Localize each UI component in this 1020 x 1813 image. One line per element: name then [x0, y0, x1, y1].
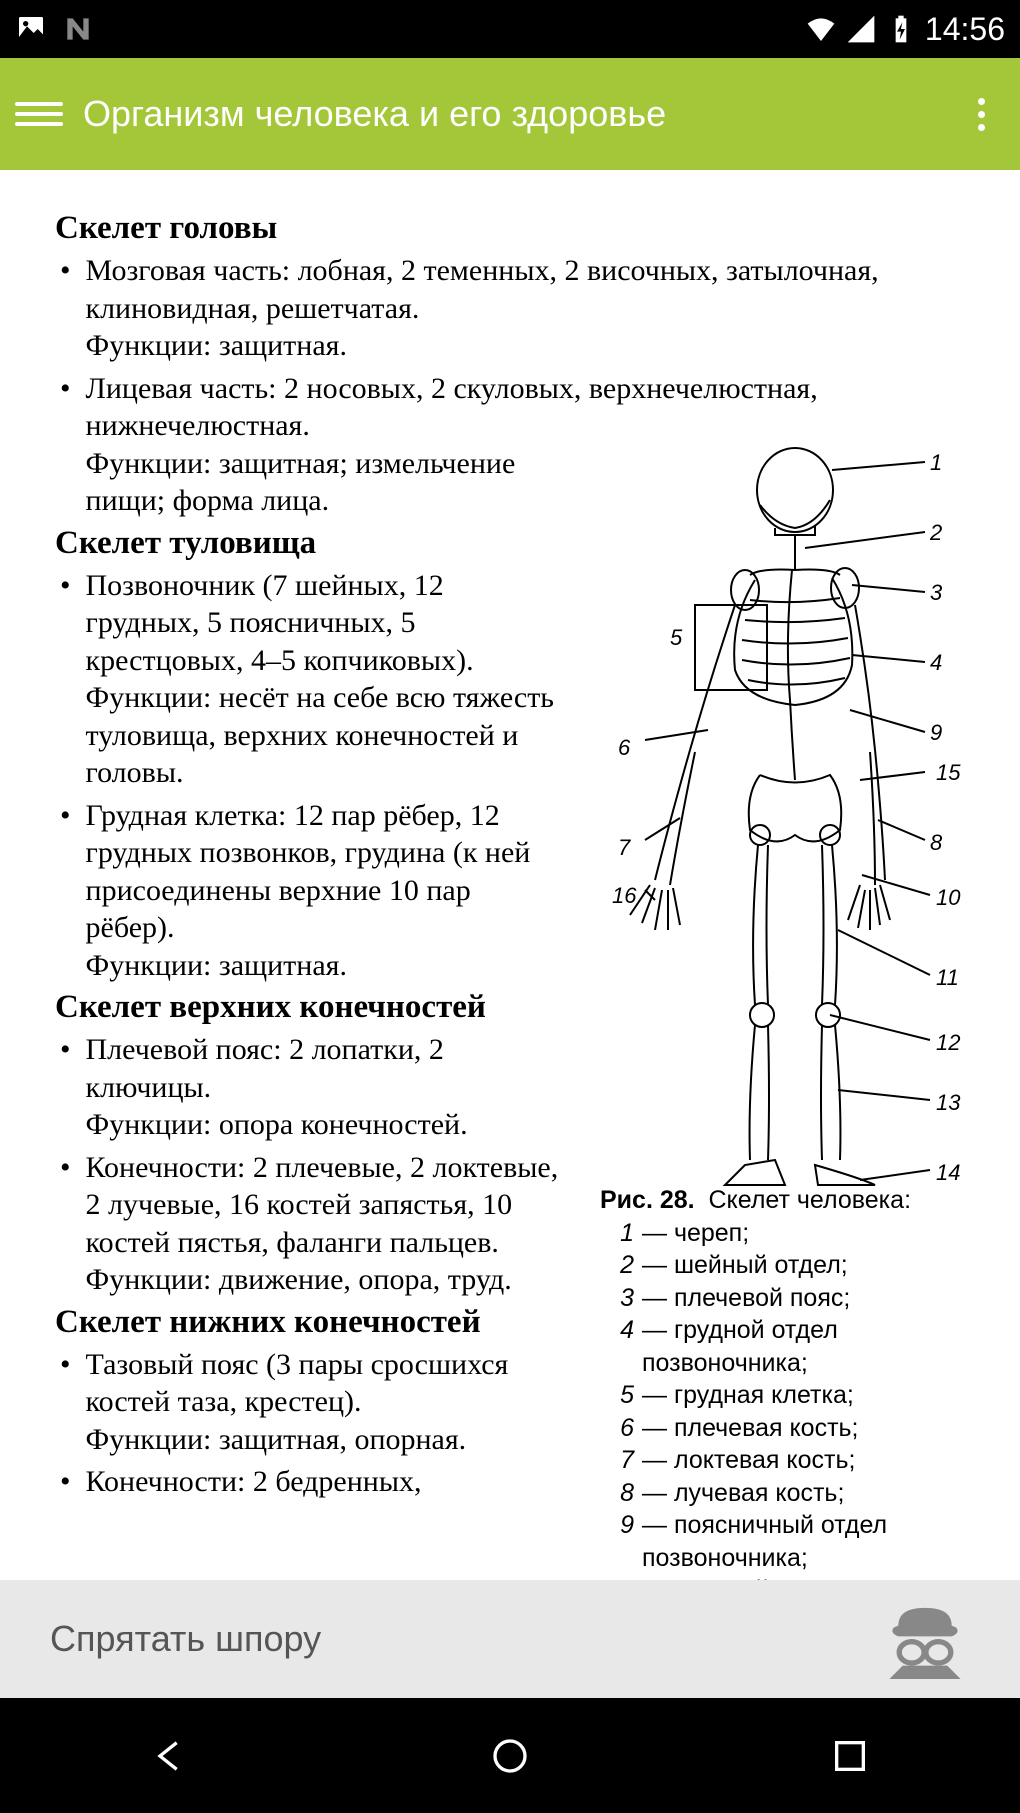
diagram-label-number: 3 [930, 580, 942, 606]
diagram-label-number: 10 [936, 885, 960, 911]
app-bar: Организм человека и его здоровье [0, 58, 1020, 170]
status-right-icons: 14:56 [805, 11, 1005, 48]
caption-line: 6— плечевая кость; [600, 1412, 970, 1445]
n-icon [62, 13, 94, 45]
diagram-label-number: 2 [930, 520, 942, 546]
diagram-label-number: 4 [930, 650, 942, 676]
app-title: Организм человека и его здоровье [83, 93, 957, 135]
back-button[interactable] [140, 1726, 200, 1786]
diagram-label-number: 12 [936, 1030, 960, 1056]
diagram-label-number: 9 [930, 720, 942, 746]
caption-line: 9— поясничный отдел позвоночника; [600, 1509, 970, 1574]
cell-signal-icon [845, 13, 877, 45]
photo-icon [15, 13, 47, 45]
skeleton-svg [600, 440, 970, 1220]
wifi-icon [805, 13, 837, 45]
menu-button[interactable] [15, 90, 63, 138]
home-button[interactable] [480, 1726, 540, 1786]
caption-line: 1— череп; [600, 1217, 970, 1250]
caption-line: 4— грудной отдел позвоночника; [600, 1314, 970, 1379]
caption-line: 5— грудная клетка; [600, 1379, 970, 1412]
status-bar: 14:56 [0, 0, 1020, 58]
recents-button[interactable] [820, 1726, 880, 1786]
status-left-icons [15, 13, 94, 45]
figure-caption: Рис. 28. Скелет человека: 1— череп;2— ше… [600, 1184, 970, 1580]
diagram-label-number: 6 [618, 735, 630, 761]
caption-line: 2— шейный отдел; [600, 1249, 970, 1282]
diagram-label-number: 14 [936, 1160, 960, 1186]
caption-line: 8— лучевая кость; [600, 1477, 970, 1510]
diagram-label-number: 5 [670, 625, 682, 651]
spy-icon [880, 1599, 970, 1679]
diagram-label-number: 13 [936, 1090, 960, 1116]
bullet-item: •Мозговая часть: лобная, 2 теменных, 2 в… [55, 252, 970, 365]
section-title: Скелет головы [55, 210, 970, 247]
diagram-label-number: 1 [930, 450, 942, 476]
status-time: 14:56 [925, 11, 1005, 48]
hide-cheat-button[interactable]: Спрятать шпору [0, 1580, 1020, 1698]
document-content[interactable]: Скелет головы •Мозговая часть: лобная, 2 … [0, 170, 1020, 1580]
diagram-label-number: 15 [936, 760, 960, 786]
caption-line: 7— локтевая кость; [600, 1444, 970, 1477]
caption-title: Рис. 28. [600, 1186, 695, 1214]
caption-line: 10— тазовый пояс; [600, 1574, 970, 1580]
diagram-label-number: 8 [930, 830, 942, 856]
diagram-label-number: 11 [936, 965, 959, 991]
hide-cheat-label: Спрятать шпору [50, 1618, 880, 1660]
caption-subject: Скелет человека: [709, 1186, 912, 1214]
battery-charging-icon [885, 13, 917, 45]
skeleton-diagram: 12345678910111213141516 [600, 440, 970, 1220]
android-nav-bar [0, 1698, 1020, 1813]
diagram-label-number: 16 [612, 883, 636, 909]
more-button[interactable] [957, 90, 1005, 138]
diagram-label-number: 7 [618, 835, 630, 861]
caption-line: 3— плечевой пояс; [600, 1282, 970, 1315]
